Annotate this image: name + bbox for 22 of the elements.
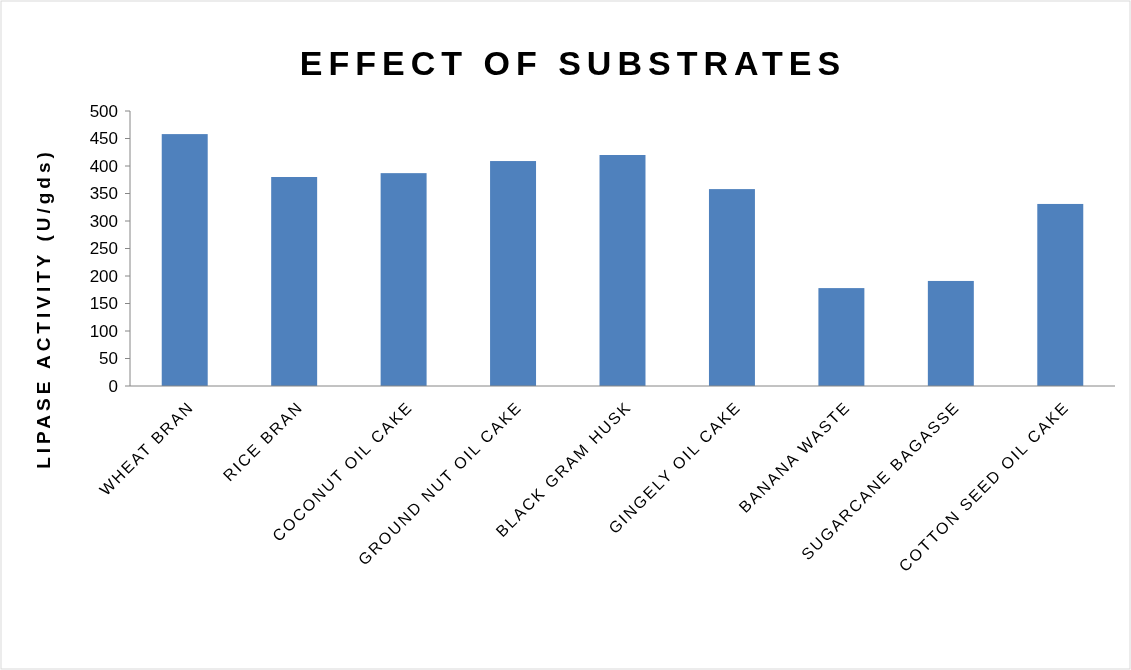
y-tick-label: 300 (89, 211, 118, 231)
y-tick-label: 500 (89, 101, 118, 121)
bar (490, 161, 537, 386)
bar (1037, 203, 1084, 386)
bar (927, 280, 974, 386)
y-tick-label: 200 (89, 266, 118, 286)
y-tick-label: 450 (89, 129, 118, 149)
y-tick-label: 0 (108, 376, 118, 396)
bar (599, 155, 646, 386)
y-tick-label: 400 (89, 156, 118, 176)
bar (818, 288, 865, 386)
y-axis-title: LIPASE ACTIVITY (U/gds) (33, 148, 54, 469)
y-tick-label: 100 (89, 321, 118, 341)
bar (380, 173, 427, 386)
chart-title: EFFECT OF SUBSTRATES (299, 44, 847, 82)
y-tick-label: 350 (89, 184, 118, 204)
bar (271, 177, 318, 386)
y-tick-label: 50 (99, 349, 118, 369)
y-tick-label: 250 (89, 239, 118, 259)
bar (708, 189, 755, 386)
y-tick-label: 150 (89, 294, 118, 314)
bar (161, 134, 208, 386)
